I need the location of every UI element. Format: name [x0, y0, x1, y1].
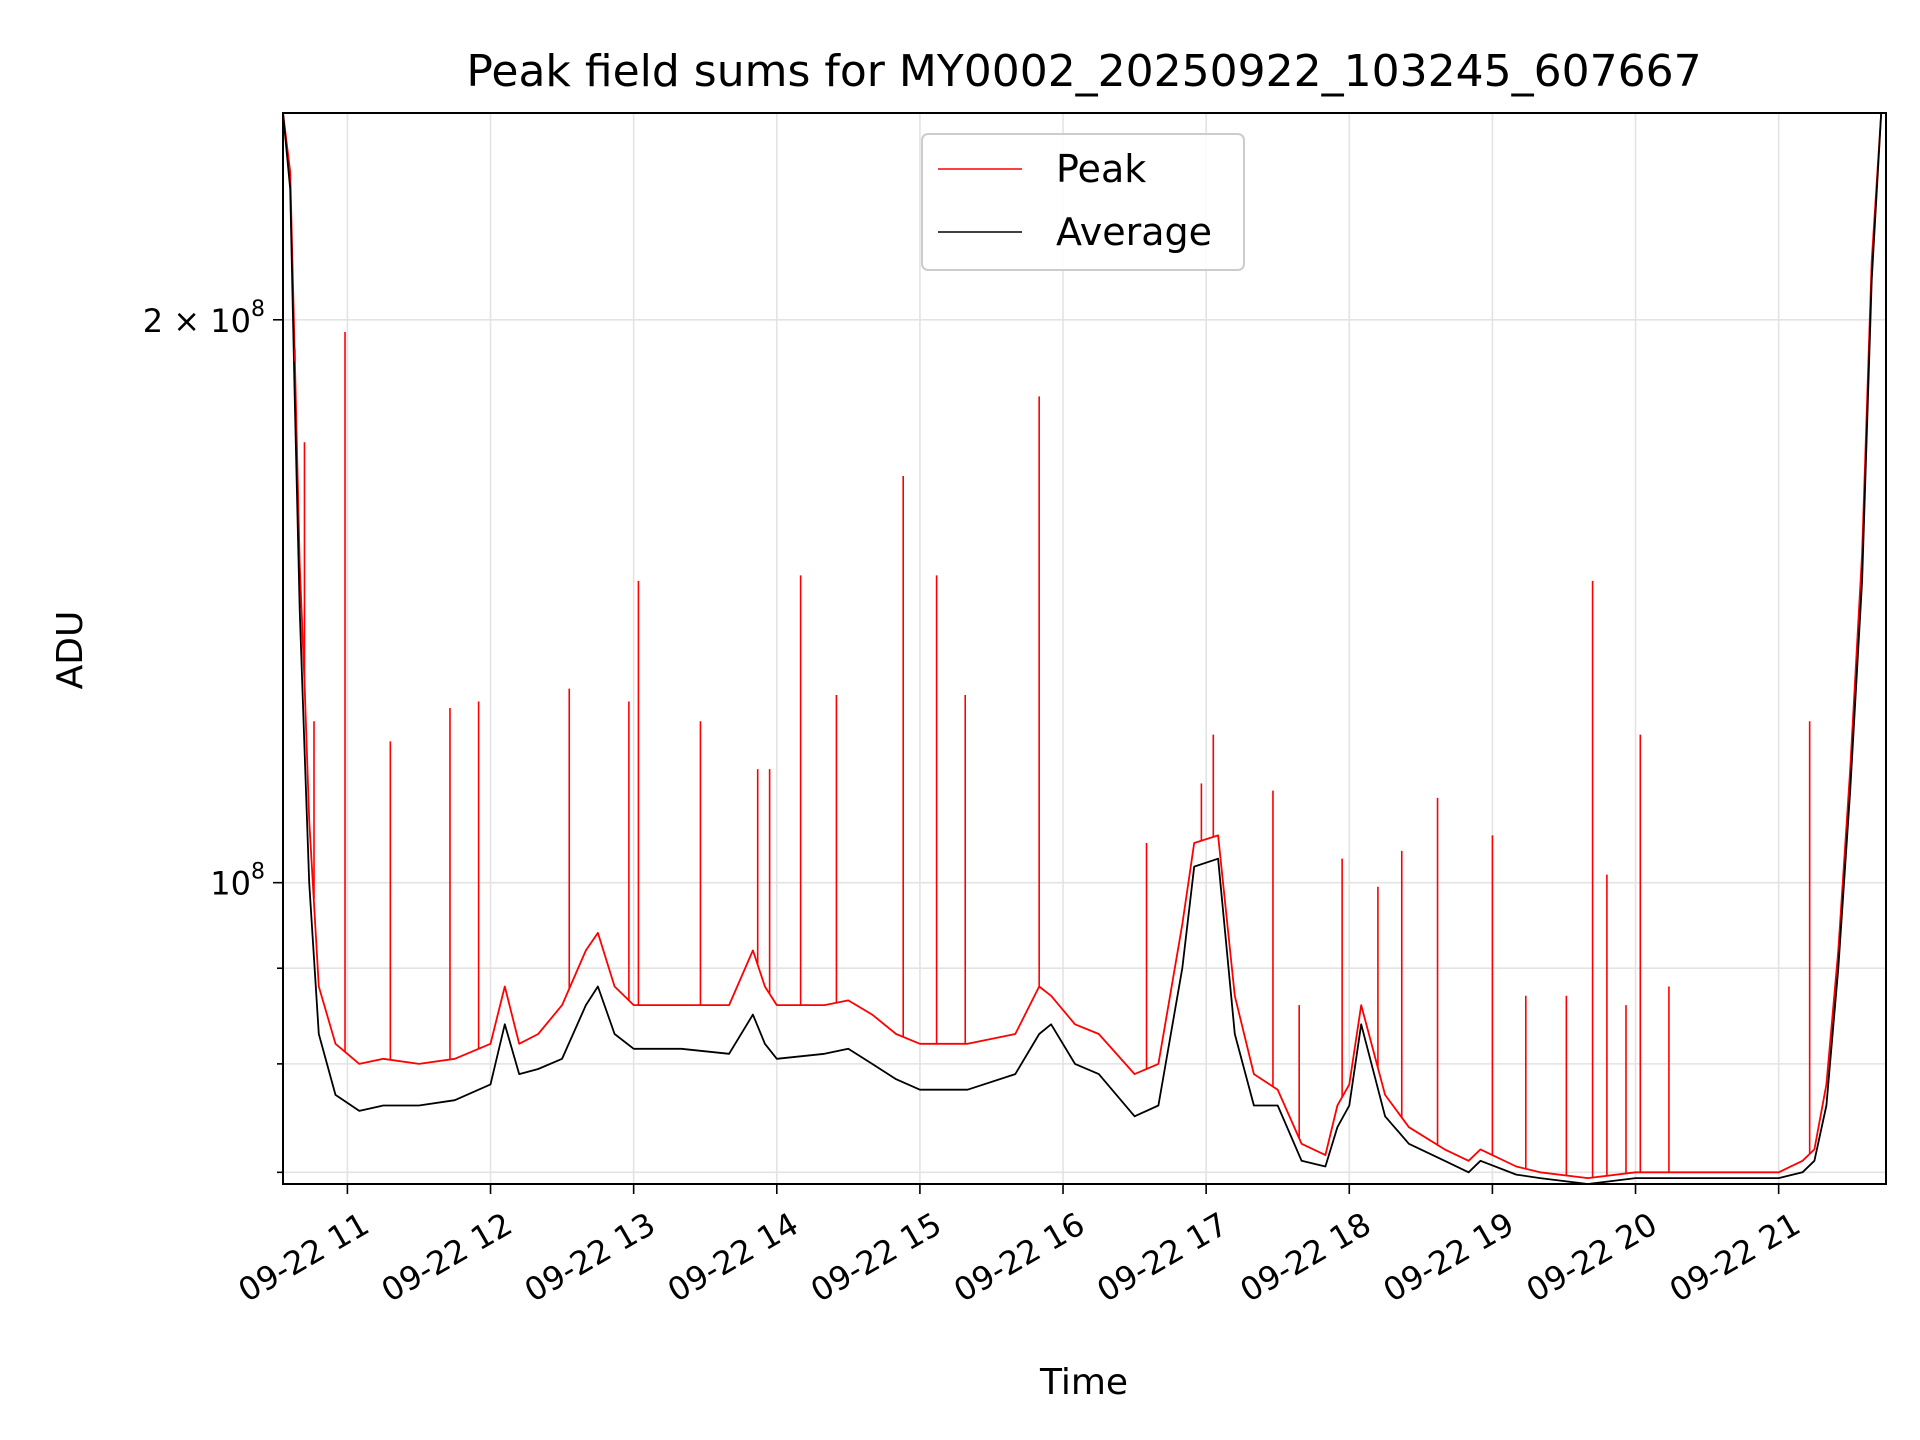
- y-tick-label: 108: [210, 860, 265, 903]
- y-tick-label-base: 10: [210, 865, 251, 903]
- plot-area-frame: [282, 112, 1887, 1185]
- legend-label-average: Average: [1056, 210, 1212, 254]
- y-tick-label: 2 × 108: [143, 297, 265, 340]
- series-layer: [283, 113, 1883, 1184]
- legend-label-peak: Peak: [1056, 147, 1146, 191]
- y-tick-label-exponent: 8: [251, 297, 265, 322]
- legend: Peak Average: [921, 133, 1245, 271]
- legend-box: [921, 133, 1245, 271]
- y-tick-label-exponent: 8: [251, 860, 265, 885]
- y-tick-label-base: 2 × 10: [143, 302, 251, 340]
- y-axis-label: ADU: [50, 611, 91, 690]
- grid: [283, 113, 1886, 1184]
- chart-title: Peak field sums for MY0002_20250922_1032…: [466, 46, 1701, 97]
- series-line-peak: [283, 113, 1883, 1179]
- series-line-average: [283, 113, 1883, 1184]
- x-axis-label: Time: [1039, 1362, 1128, 1403]
